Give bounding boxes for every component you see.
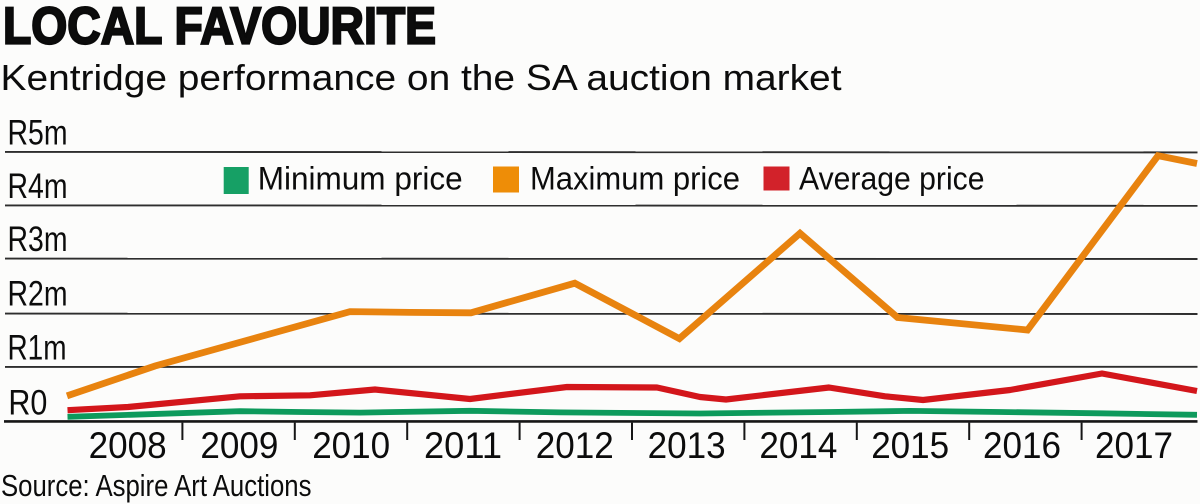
svg-text:R0: R0 [8,383,47,423]
svg-text:R4m: R4m [8,166,68,206]
svg-text:LOCAL FAVOURITE: LOCAL FAVOURITE [3,0,436,55]
svg-text:2015: 2015 [871,424,949,466]
svg-text:Minimum price: Minimum price [258,160,463,196]
svg-text:2010: 2010 [312,424,390,466]
svg-text:2016: 2016 [983,424,1061,466]
svg-text:2011: 2011 [424,424,502,466]
svg-text:Average price: Average price [799,160,985,196]
svg-text:2013: 2013 [648,424,726,466]
svg-text:R5m: R5m [8,113,68,153]
svg-text:Source: Aspire Art Auctions: Source: Aspire Art Auctions [1,469,312,503]
svg-text:2017: 2017 [1095,424,1173,466]
svg-text:2012: 2012 [536,424,614,466]
svg-text:2008: 2008 [89,424,167,466]
svg-text:Maximum price: Maximum price [530,160,740,196]
svg-text:R2m: R2m [8,274,68,314]
svg-text:Kentridge performance on the S: Kentridge performance on the SA auction … [1,57,842,98]
svg-text:R3m: R3m [8,219,68,259]
svg-text:R1m: R1m [8,327,67,367]
svg-text:2009: 2009 [200,424,278,466]
svg-text:2014: 2014 [759,424,837,466]
